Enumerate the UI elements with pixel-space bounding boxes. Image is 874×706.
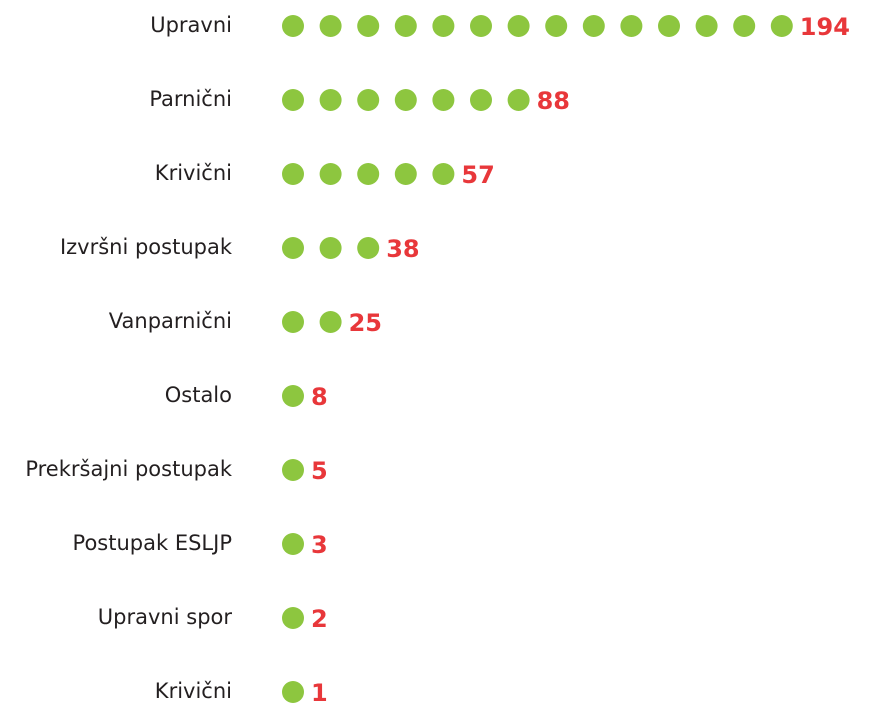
dot xyxy=(507,89,530,111)
dot xyxy=(319,15,342,37)
dot xyxy=(319,89,342,111)
dot xyxy=(507,15,530,37)
category-label: Ostalo xyxy=(165,383,232,407)
value-label: 1 xyxy=(311,679,328,706)
dot xyxy=(770,15,793,37)
value-label: 3 xyxy=(311,531,328,559)
category-label: Upravni spor xyxy=(98,605,233,629)
dot xyxy=(282,533,304,555)
dot xyxy=(282,311,304,333)
dot xyxy=(545,15,568,37)
dot xyxy=(470,89,492,111)
dot xyxy=(319,311,342,333)
dot xyxy=(282,459,304,481)
dot xyxy=(282,89,304,111)
value-label: 25 xyxy=(349,309,382,337)
dot xyxy=(282,681,304,703)
dot xyxy=(282,385,304,407)
dot xyxy=(319,163,342,185)
dot xyxy=(695,15,718,37)
value-label: 8 xyxy=(311,383,328,411)
value-label: 2 xyxy=(311,605,328,633)
dot xyxy=(357,163,380,185)
dot xyxy=(282,15,304,37)
category-label: Izvršni postupak xyxy=(60,235,233,259)
value-label: 88 xyxy=(537,87,570,115)
dot xyxy=(394,89,417,111)
dot xyxy=(432,15,455,37)
dot xyxy=(470,15,492,37)
dot xyxy=(432,163,455,185)
dot xyxy=(357,237,380,259)
dot xyxy=(658,15,680,37)
dot xyxy=(582,15,605,37)
dot xyxy=(620,15,643,37)
dot xyxy=(394,15,417,37)
category-label: Krivični xyxy=(155,679,232,703)
category-label: Upravni xyxy=(150,13,232,37)
dot xyxy=(357,89,380,111)
category-label: Prekršajni postupak xyxy=(25,457,233,481)
dot xyxy=(432,89,455,111)
dot xyxy=(733,15,756,37)
dot xyxy=(357,15,380,37)
category-label: Parnični xyxy=(149,87,232,111)
dot xyxy=(394,163,417,185)
value-label: 57 xyxy=(461,161,494,189)
dot xyxy=(282,237,304,259)
value-label: 5 xyxy=(311,457,328,485)
dot xyxy=(319,237,342,259)
dot xyxy=(282,607,304,629)
category-label: Vanparnični xyxy=(109,309,232,333)
category-label: Postupak ESLJP xyxy=(73,531,232,555)
category-label: Krivični xyxy=(155,161,232,185)
dot xyxy=(282,163,304,185)
value-label: 194 xyxy=(800,13,850,41)
value-label: 38 xyxy=(386,235,419,263)
